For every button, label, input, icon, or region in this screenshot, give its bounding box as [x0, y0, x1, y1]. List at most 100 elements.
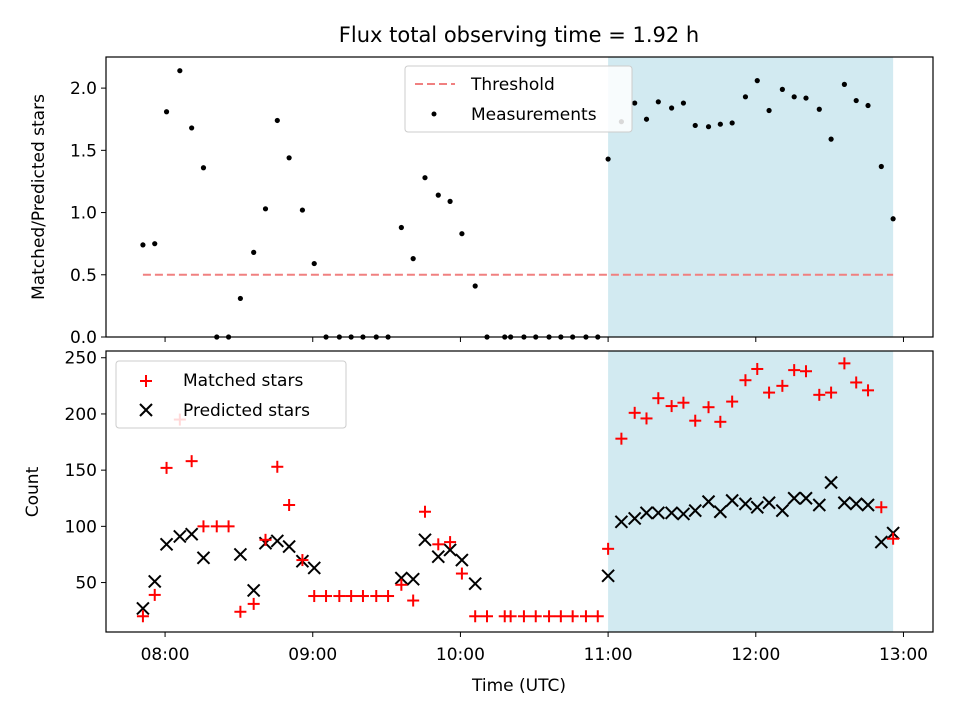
- legend-threshold-label: Threshold: [470, 75, 555, 95]
- matched-star-point: [370, 590, 383, 603]
- measurement-point: [729, 120, 735, 126]
- matched-star-point: [529, 610, 542, 623]
- legend-matched-swatch: [140, 375, 152, 387]
- measurement-point: [262, 206, 269, 212]
- predicted-star-point: [443, 543, 457, 557]
- matched-star-point: [271, 460, 284, 473]
- matched-star-point: [838, 357, 851, 370]
- top-y-tick-label: 0.5: [70, 266, 97, 286]
- measurement-point: [705, 124, 712, 130]
- matched-star-point: [210, 520, 223, 533]
- measurement-point: [865, 102, 871, 109]
- predicted-star-point: [738, 497, 753, 511]
- figure-title: Flux total observing time = 1.92 h: [339, 23, 699, 47]
- measurement-point: [274, 117, 280, 124]
- measurement-point: [669, 105, 675, 111]
- matched-star-point: [148, 588, 161, 601]
- measurement-point: [237, 295, 243, 302]
- matched-star-point: [418, 505, 431, 518]
- x-tick-label: 10:00: [436, 645, 485, 665]
- predicted-star-point: [614, 515, 629, 529]
- measurement-point: [779, 86, 785, 92]
- matched-star-point: [259, 533, 272, 546]
- bottom-legend: Matched stars Predicted stars: [115, 360, 347, 429]
- matched-star-point: [628, 406, 641, 419]
- predicted-star-point: [874, 535, 889, 549]
- matched-star-point: [136, 610, 149, 623]
- predicted-star-point: [775, 503, 790, 518]
- measurement-point: [299, 207, 306, 213]
- matched-star-point: [751, 362, 764, 375]
- measurement-point: [841, 81, 847, 87]
- matched-star-point: [543, 610, 556, 623]
- predicted-star-point: [627, 511, 642, 526]
- predicted-star-point: [849, 497, 863, 511]
- measurement-point: [643, 116, 650, 122]
- top-legend: Threshold Measurements: [404, 65, 633, 133]
- matched-star-point: [591, 610, 604, 623]
- matched-star-point: [432, 538, 445, 551]
- predicted-star-point: [688, 503, 702, 518]
- matched-star-point: [689, 414, 702, 427]
- measurement-point: [472, 283, 478, 289]
- predicted-star-point: [246, 583, 261, 598]
- matched-star-point: [602, 542, 615, 555]
- measurement-point: [251, 249, 257, 255]
- matched-star-point: [702, 401, 715, 414]
- predicted-star-point: [725, 493, 739, 508]
- predicted-star-point: [824, 475, 838, 490]
- bottom-axes-frame: [105, 350, 934, 633]
- predicted-star-point: [431, 549, 445, 564]
- legend-measurements-swatch: [431, 111, 437, 117]
- matched-star-point: [850, 376, 863, 389]
- legend-predicted-label: Predicted stars: [183, 401, 310, 421]
- predicted-star-point: [148, 574, 162, 589]
- legend-predicted-swatch: [139, 403, 153, 417]
- predicted-star-point: [601, 569, 615, 583]
- bottom-ylabel: Count: [23, 466, 43, 517]
- matched-star-point: [763, 386, 776, 399]
- predicted-star-point: [406, 572, 420, 586]
- measurement-point: [163, 109, 170, 115]
- predicted-star-point: [799, 491, 813, 505]
- matched-star-point: [407, 594, 420, 607]
- measurement-point: [422, 175, 428, 181]
- matched-star-point: [345, 590, 358, 603]
- measurement-point: [152, 241, 158, 247]
- matched-star-point: [579, 610, 592, 623]
- matched-star-point: [652, 392, 665, 405]
- predicted-star-point: [861, 498, 875, 512]
- matched-star-point: [875, 501, 888, 514]
- matched-star-point: [739, 374, 752, 387]
- measurement-point: [286, 155, 292, 161]
- measurement-point: [692, 122, 698, 129]
- matched-star-point: [185, 455, 198, 468]
- measurement-point: [890, 216, 896, 222]
- matched-star-point: [714, 415, 727, 428]
- matched-star-point: [296, 554, 309, 567]
- top-y-tick-label: 1.0: [70, 204, 97, 224]
- x-tick-label: 11:00: [584, 645, 633, 665]
- matched-star-point: [788, 364, 801, 377]
- measurement-point: [853, 97, 859, 104]
- measurement-point: [410, 256, 416, 262]
- predicted-star-point: [639, 506, 654, 520]
- predicted-star-point: [233, 547, 248, 562]
- matched-star-point: [455, 567, 468, 580]
- bottom-y-tick-label: 250: [65, 349, 97, 369]
- matched-star-point: [799, 365, 812, 378]
- matched-star-point: [615, 432, 628, 445]
- bottom-y-tick-label: 200: [65, 405, 97, 425]
- measurement-point: [791, 94, 797, 100]
- bottom-panel: 50 100 150 200 250 08:00 09:00 10:00 11:00 12:00…: [23, 349, 934, 696]
- matched-star-point: [469, 610, 482, 623]
- matched-star-point: [197, 520, 210, 533]
- top-ylabel: Matched/Predicted stars: [29, 94, 49, 300]
- predicted-star-point: [701, 494, 716, 509]
- predicted-star-point: [762, 496, 776, 510]
- matched-star-point: [566, 610, 579, 623]
- measurement-point: [754, 78, 760, 84]
- predicted-star-point: [270, 534, 285, 548]
- matched-star-point: [726, 395, 739, 408]
- measurement-point: [742, 94, 749, 100]
